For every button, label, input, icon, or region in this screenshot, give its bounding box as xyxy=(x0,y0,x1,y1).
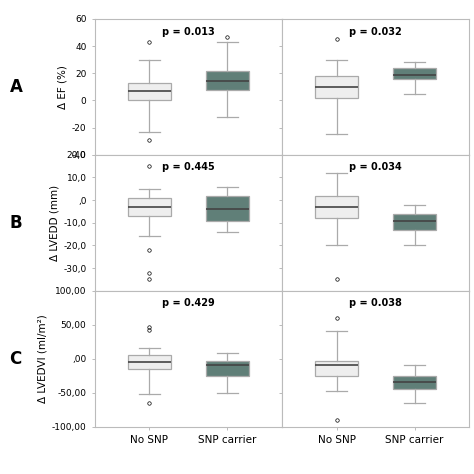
PathPatch shape xyxy=(315,196,358,218)
PathPatch shape xyxy=(315,361,358,376)
Text: p = 0.032: p = 0.032 xyxy=(349,27,402,37)
PathPatch shape xyxy=(393,376,436,389)
Text: C: C xyxy=(9,350,22,368)
Text: A: A xyxy=(9,78,22,96)
PathPatch shape xyxy=(393,214,436,229)
Y-axis label: Δ LVEDVI (ml/m²): Δ LVEDVI (ml/m²) xyxy=(37,314,47,403)
Y-axis label: Δ LVEDD (mm): Δ LVEDD (mm) xyxy=(49,185,59,261)
PathPatch shape xyxy=(206,361,249,376)
PathPatch shape xyxy=(128,198,171,216)
PathPatch shape xyxy=(206,196,249,220)
PathPatch shape xyxy=(315,76,358,98)
PathPatch shape xyxy=(393,68,436,79)
Text: p = 0.429: p = 0.429 xyxy=(162,298,215,308)
Text: p = 0.034: p = 0.034 xyxy=(349,162,402,172)
PathPatch shape xyxy=(128,356,171,369)
Y-axis label: Δ EF (%): Δ EF (%) xyxy=(58,65,68,109)
Text: p = 0.013: p = 0.013 xyxy=(162,27,215,37)
Text: B: B xyxy=(9,214,22,232)
Text: p = 0.445: p = 0.445 xyxy=(162,162,215,172)
Text: p = 0.038: p = 0.038 xyxy=(349,298,402,308)
PathPatch shape xyxy=(128,83,171,100)
PathPatch shape xyxy=(206,71,249,90)
